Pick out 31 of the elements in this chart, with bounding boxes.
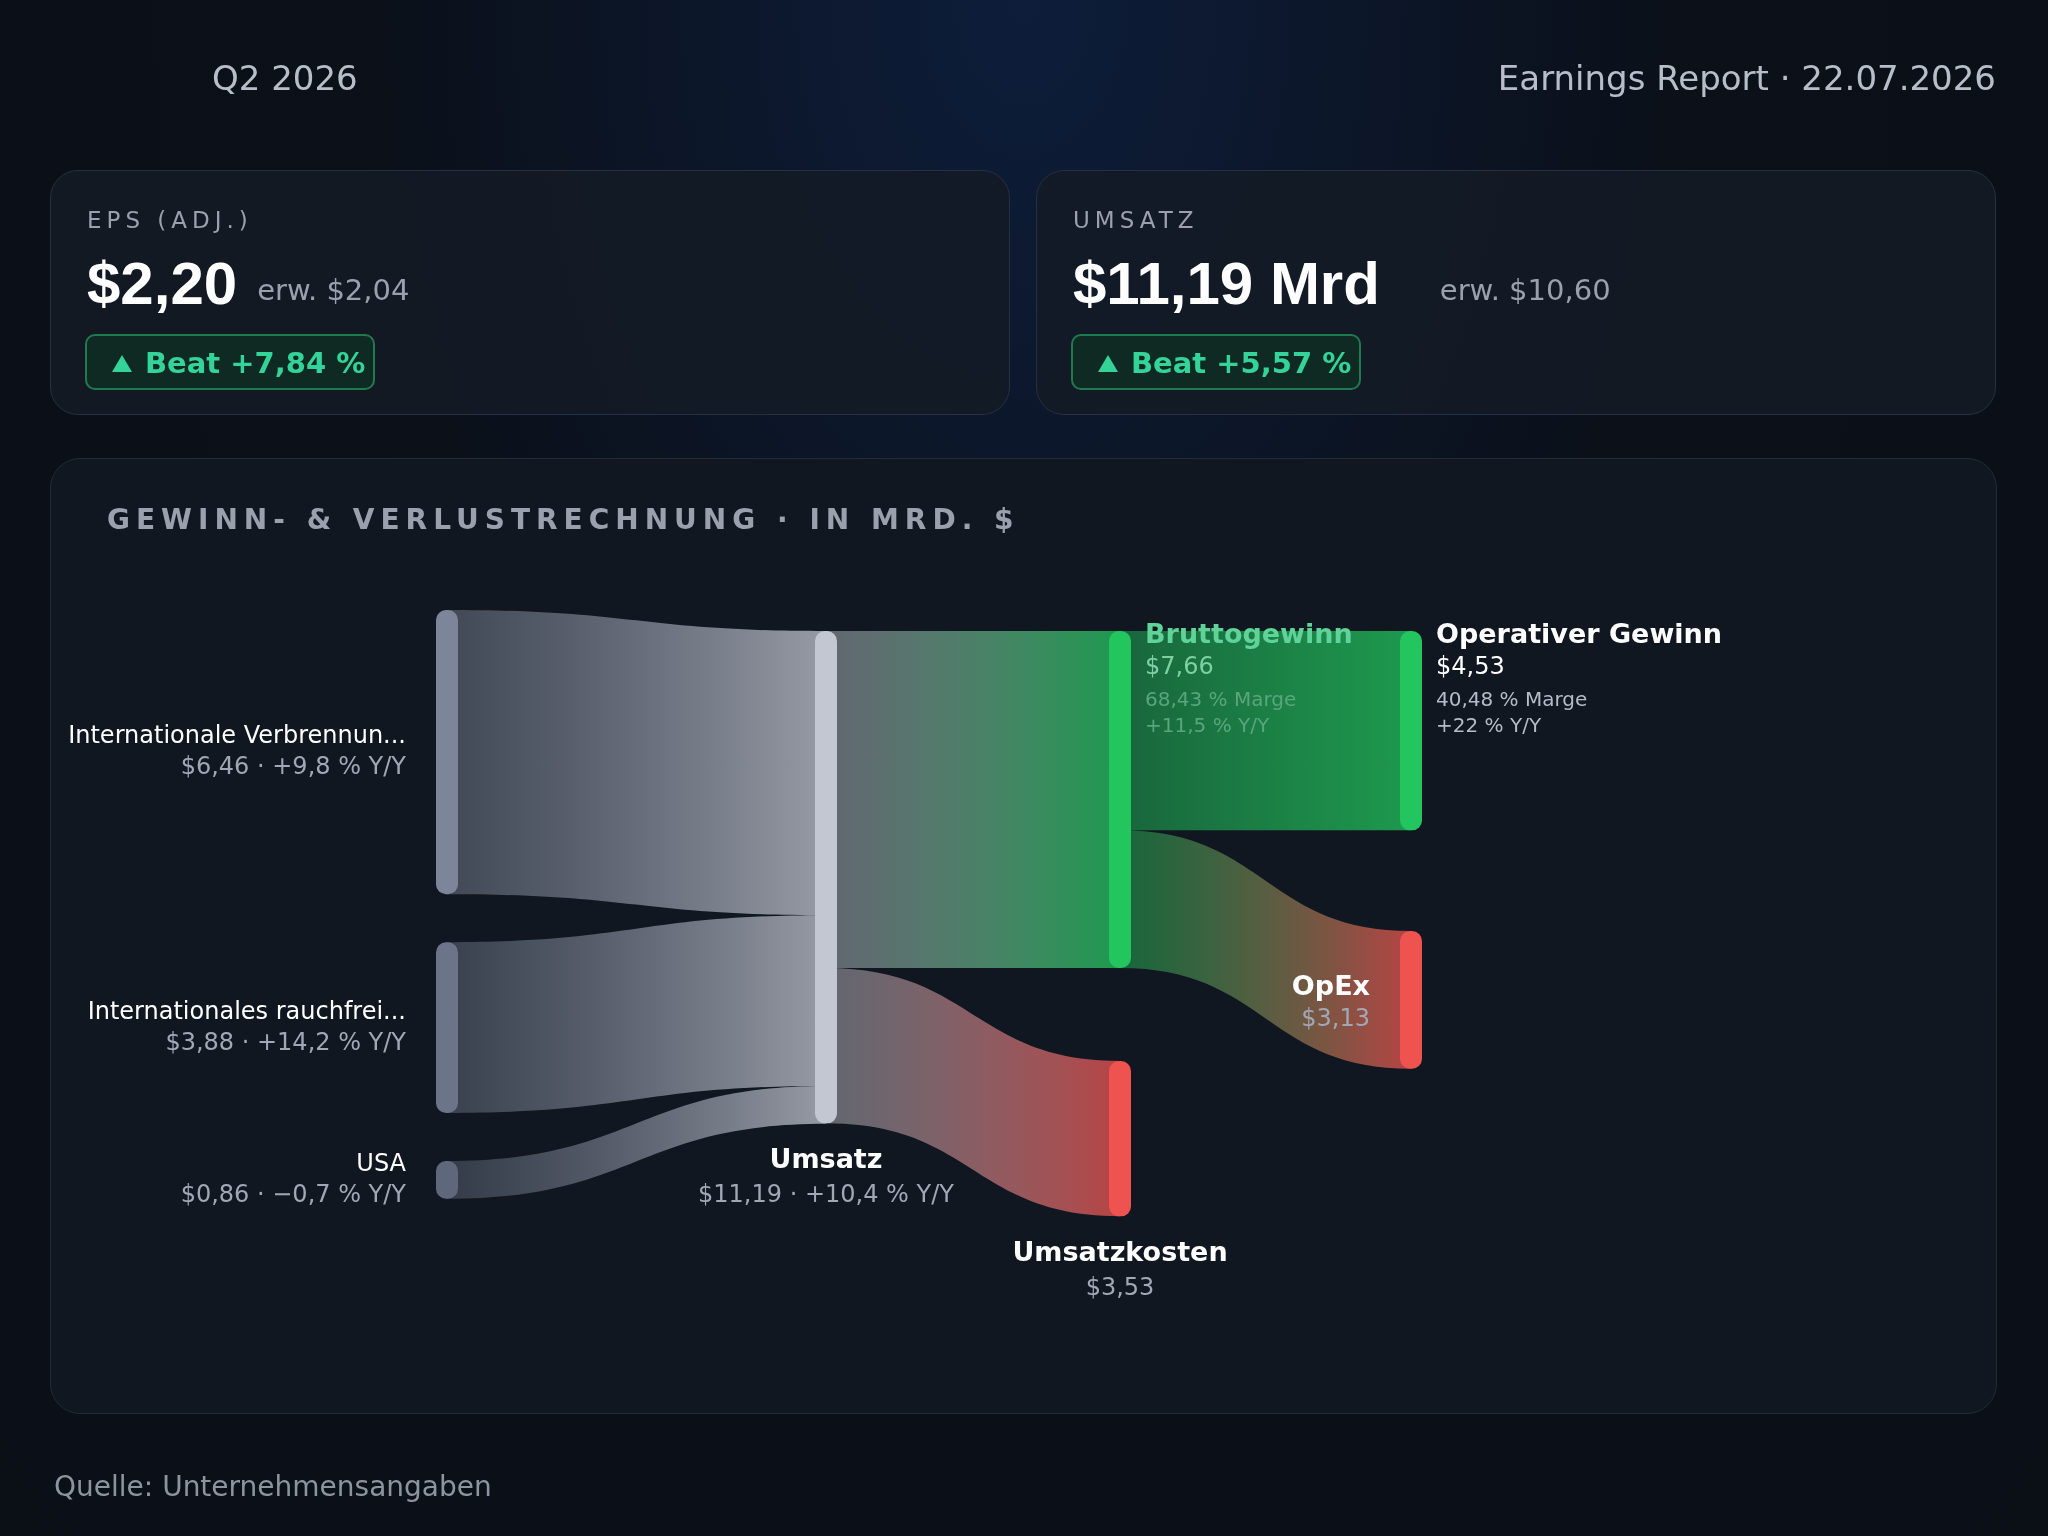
category-label: Umsatzkosten — [1012, 1236, 1228, 1268]
text: +22 % Y/Y — [1436, 713, 1542, 738]
text: +11,5 % Y/Y — [1145, 713, 1270, 738]
data-label: $4,53 — [1436, 652, 1505, 681]
source-note: Quelle: Unternehmensangaben — [54, 1470, 492, 1503]
category-label: OpEx — [1291, 969, 1370, 1001]
category-label: Internationale Verbrennun... — [68, 721, 406, 750]
data-label: $3,13 — [1301, 1004, 1370, 1033]
data-label: $3,53 — [1085, 1272, 1155, 1301]
category-label: Umsatz — [769, 1143, 883, 1175]
text: Beat +7,84 % — [145, 346, 366, 380]
text: erw. $10,60 — [1439, 273, 1611, 307]
text: 40,48 % Marge — [1436, 687, 1588, 712]
text: Beat +5,57 % — [1131, 346, 1352, 380]
text: $2,20 — [87, 249, 238, 318]
category-label: USA — [356, 1149, 407, 1178]
data-label: $6,46 · +9,8 % Y/Y — [180, 752, 407, 781]
text: UMSATZ — [1073, 207, 1199, 233]
text: Q2 2026 — [212, 58, 358, 98]
data-label: $3,88 · +14,2 % Y/Y — [165, 1027, 407, 1056]
text: Earnings Report · 22.07.2026 — [1497, 58, 1996, 98]
text: erw. $2,04 — [257, 273, 410, 307]
text: 68,43 % Marge — [1145, 687, 1297, 712]
data-label: $7,66 — [1145, 652, 1214, 681]
text: EPS (ADJ.) — [87, 207, 253, 233]
text: GEWINN- & VERLUSTRECHNUNG · IN MRD. $ — [107, 503, 1020, 536]
category-label: Internationales rauchfrei... — [87, 996, 406, 1025]
data-label: $11,19 · +10,4 % Y/Y — [698, 1179, 955, 1208]
category-label: Operativer Gewinn — [1436, 618, 1723, 650]
text: $11,19 Mrd — [1073, 249, 1380, 318]
data-label: $0,86 · −0,7 % Y/Y — [180, 1180, 407, 1209]
